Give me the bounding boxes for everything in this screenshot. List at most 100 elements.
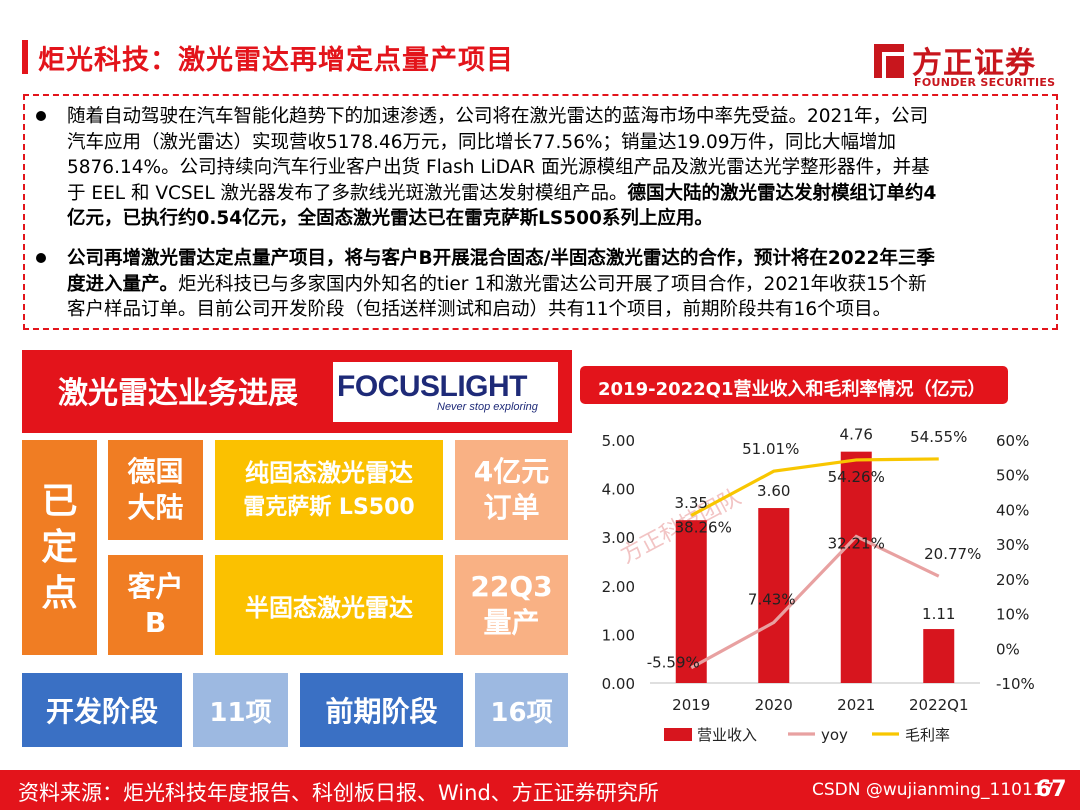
product-2-cell: 半固态激光雷达	[215, 555, 443, 655]
revenue-bar	[758, 508, 790, 683]
yoy-label: 32.21%	[828, 534, 885, 552]
footer-bar	[0, 770, 1080, 810]
dev-stage-count-text: 11项	[209, 697, 272, 728]
legend-label-margin: 毛利率	[905, 726, 950, 744]
paragraph-2: 公司再增激光雷达定点量产项目，将与客户B开展混合固态/半固态激光雷达的合作，预计…	[67, 246, 935, 323]
right-axis-tick: 50%	[996, 467, 1029, 485]
result-2-line-1: 22Q3	[470, 570, 553, 603]
right-axis-tick: 60%	[996, 432, 1029, 450]
customer-1-line-1: 德国	[127, 455, 184, 488]
product-2-name: 半固态激光雷达	[245, 593, 413, 622]
customer-1-line-2: 大陆	[127, 491, 184, 524]
title-accent-bar	[22, 40, 28, 74]
p1-line-4: 于 EEL 和 VCSEL 激光器发布了多款线光斑激光雷达发射模组产品。德国大陆…	[67, 181, 936, 207]
left-axis-tick: 2.00	[602, 578, 635, 596]
footer-source: 资料来源：炬光科技年度报告、科创板日报、Wind、方正证券研究所	[18, 781, 659, 805]
p1-line-5: 亿元，已执行约0.54亿元，全固态激光雷达已在雷克萨斯LS500系列上应用。	[67, 206, 936, 232]
result-2-line-2: 量产	[483, 606, 540, 639]
founder-logo-icon	[874, 44, 904, 78]
paragraph-1: 随着自动驾驶在汽车智能化趋势下的加速渗透，公司将在激光雷达的蓝海市场中率先受益。…	[67, 104, 936, 232]
x-axis-category: 2019	[672, 696, 710, 714]
revenue-bar-label: 3.35	[675, 494, 708, 512]
yoy-label: 7.43%	[748, 590, 796, 608]
result-2-cell: 22Q3 量产	[455, 555, 568, 655]
customer-2-line-2: B	[144, 606, 167, 639]
legend-label-yoy: yoy	[821, 726, 848, 744]
yoy-line	[690, 534, 940, 670]
customer-1-cell: 德国 大陆	[108, 440, 203, 540]
revenue-margin-chart: 方正科技团队0.001.002.003.004.005.00-10%0%10%2…	[602, 426, 1035, 744]
p1-line-3: 5876.14%。公司持续向汽车行业客户出货 Flash LiDAR 面光源模组…	[67, 157, 930, 178]
left-axis-tick: 0.00	[602, 675, 635, 693]
fixed-point-cell: 已 定 点	[22, 440, 97, 655]
pre-stage-count-text: 16项	[490, 697, 553, 728]
yoy-label: 20.77%	[924, 545, 981, 563]
focuslight-logo	[333, 362, 558, 422]
x-axis-category: 2022Q1	[909, 696, 969, 714]
product-1-name: 纯固态激光雷达	[245, 459, 413, 487]
p1-bold-b: 亿元，已执行约0.54亿元，全固态激光雷达已在雷克萨斯LS500系列上应用。	[67, 208, 713, 229]
dev-stage-text: 开发阶段	[45, 695, 158, 728]
right-axis-tick: -10%	[996, 675, 1035, 693]
chart-title: 2019-2022Q1营业收入和毛利率情况（亿元）	[598, 379, 986, 400]
p1-bold-a: 德国大陆的激光雷达发射模组订单约4	[627, 182, 937, 204]
focuslight-logo-text: FOCUSLIGHT	[337, 370, 528, 403]
pre-stage-label: 前期阶段	[300, 673, 463, 747]
revenue-bar	[923, 629, 955, 683]
result-1-line-2: 订单	[483, 491, 540, 524]
product-1-cell: 纯固态激光雷达 雷克萨斯 LS500	[215, 440, 443, 540]
left-axis-tick: 3.00	[602, 529, 635, 547]
revenue-bar-label: 1.11	[922, 605, 955, 623]
bullet-icon	[36, 253, 46, 263]
right-axis-tick: 20%	[996, 571, 1029, 589]
customer-2-cell: 客户 B	[108, 555, 203, 655]
customer-2-line-1: 客户	[127, 570, 184, 603]
product-1-application: 雷克萨斯 LS500	[243, 495, 415, 520]
left-axis-tick: 5.00	[602, 432, 635, 450]
footer-credit: CSDN @wujianming_110117	[812, 780, 1055, 800]
p2-line-3: 客户样品订单。目前公司开发阶段（包括送样测试和启动）共有11个项目，前期阶段共有…	[67, 299, 892, 320]
pre-stage-text: 前期阶段	[325, 695, 438, 728]
left-axis-tick: 1.00	[602, 626, 635, 644]
p1-line-4-text: 于 EEL 和 VCSEL 激光器发布了多款线光斑激光雷达发射模组产品。	[67, 182, 628, 204]
bullet-icon	[36, 111, 46, 121]
gross-margin-label: 54.26%	[828, 468, 885, 486]
page-title: 炬光科技：激光雷达再增定点量产项目	[38, 45, 514, 76]
revenue-bar	[840, 451, 872, 683]
result-1-cell: 4亿元 订单	[455, 440, 568, 540]
p1-line-1: 随着自动驾驶在汽车智能化趋势下的加速渗透，公司将在激光雷达的蓝海市场中率先受益。…	[67, 106, 929, 127]
fixed-char-3: 点	[41, 572, 78, 614]
legend-label-revenue: 营业收入	[697, 726, 757, 744]
brand-name-en: FOUNDER SECURITIES	[914, 76, 1056, 89]
p2-bold-a: 公司再增激光雷达定点量产项目，将与客户B开展混合固态/半固态激光雷达的合作，预计…	[67, 248, 935, 269]
gross-margin-line	[690, 457, 939, 517]
fixed-char-2: 定	[41, 526, 78, 568]
dev-stage-count: 11项	[193, 673, 288, 747]
p2-bold-b: 度进入量产。	[67, 273, 179, 295]
x-axis-category: 2021	[837, 696, 875, 714]
revenue-bar-label: 4.76	[840, 426, 873, 444]
dev-stage-label: 开发阶段	[22, 673, 182, 747]
chart-title-bg	[580, 366, 1008, 404]
revenue-bar-label: 3.60	[757, 482, 790, 500]
p1-line-2: 汽车应用（激光雷达）实现营收5178.46万元，同比增长77.56%；销量达19…	[67, 131, 897, 153]
brand-name: 方正证券	[912, 46, 1036, 81]
result-1-line-1: 4亿元	[473, 455, 550, 488]
pre-stage-count: 16项	[475, 673, 568, 747]
focuslight-tagline: Never stop exploring	[437, 401, 538, 413]
summary-box	[23, 94, 1058, 330]
page-number: 67	[1036, 777, 1067, 802]
right-axis-tick: 40%	[996, 501, 1029, 519]
p2-rest-a: 炬光科技已与多家国内外知名的tier 1和激光雷达公司开展了项目合作，2021年…	[178, 273, 927, 295]
left-axis-tick: 4.00	[602, 481, 635, 499]
fixed-char-1: 已	[41, 480, 78, 522]
right-axis-tick: 10%	[996, 606, 1029, 624]
p2-line-2: 度进入量产。炬光科技已与多家国内外知名的tier 1和激光雷达公司开展了项目合作…	[67, 272, 935, 298]
p2-line-1: 公司再增激光雷达定点量产项目，将与客户B开展混合固态/半固态激光雷达的合作，预计…	[67, 246, 935, 272]
gross-margin-label: 38.26%	[675, 518, 732, 536]
gross-margin-label: 51.01%	[742, 440, 799, 458]
gross-margin-label: 54.55%	[910, 428, 967, 446]
right-axis-tick: 30%	[996, 536, 1029, 554]
revenue-bar	[675, 520, 707, 683]
yoy-label: -5.59%	[647, 654, 700, 672]
